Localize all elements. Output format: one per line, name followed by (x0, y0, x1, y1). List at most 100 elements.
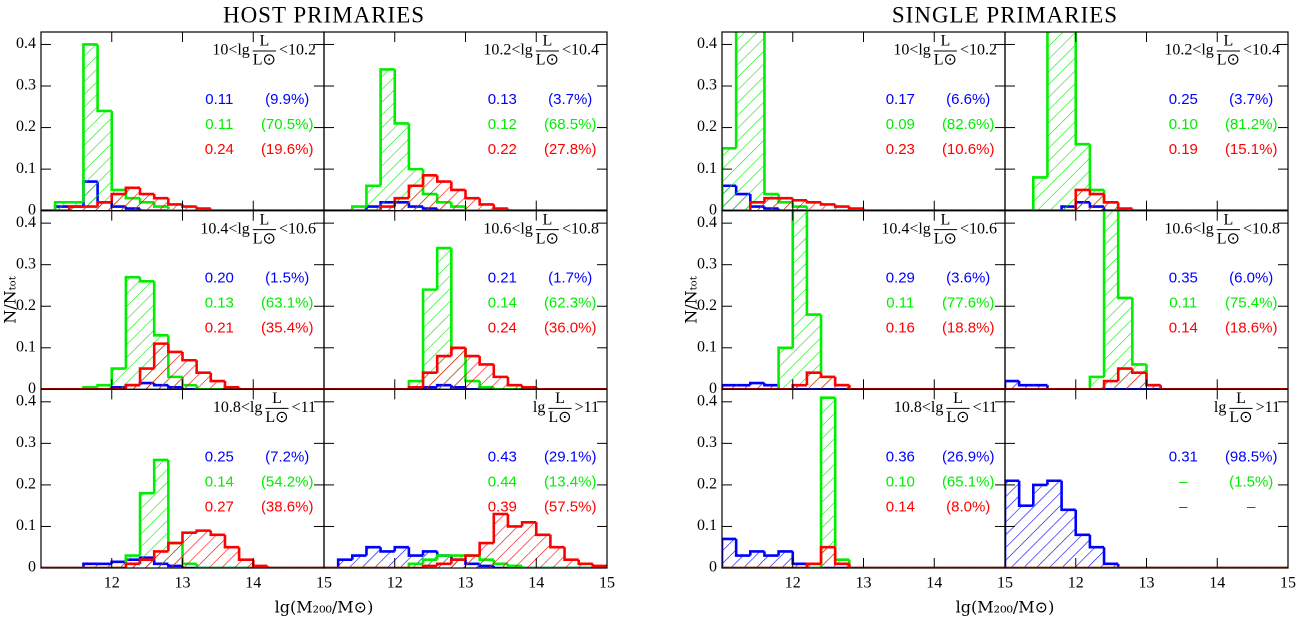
histogram-bar-fill (465, 198, 480, 211)
stat-label: 0.35 (1169, 270, 1198, 287)
x-tick-label: 14 (1209, 575, 1225, 592)
panel-label-den: L⊙ (253, 230, 276, 247)
histogram-bar-outline (791, 551, 807, 566)
histogram-bar-fill (778, 551, 793, 569)
histogram-bar-outline (520, 521, 537, 527)
histogram-bar-fill (55, 202, 70, 211)
histogram-bar-outline (138, 187, 155, 196)
histogram-bar-outline (421, 288, 438, 382)
histogram-bar-outline (819, 396, 836, 569)
histogram-bar-outline (1116, 202, 1133, 210)
fraction-label: (35.4%) (261, 320, 314, 337)
histogram-bar-fill (507, 526, 523, 569)
histogram-bar-outline (819, 372, 836, 379)
histogram-bar-outline (749, 201, 765, 211)
histogram-bar-outline (1074, 509, 1090, 537)
fraction-label: (13.4%) (544, 473, 597, 490)
stat-label: 0.43 (488, 448, 517, 465)
panel-label-num: L (542, 33, 552, 50)
histogram-bar-fill (1033, 484, 1048, 569)
histogram-bar-fill (479, 543, 494, 569)
fraction-label: – (1247, 498, 1256, 515)
histogram-bar-outline (450, 346, 466, 357)
y-tick-label: 0.3 (697, 434, 717, 451)
histogram-bar-fill (1019, 505, 1034, 569)
histogram-bar-fill (1047, 480, 1062, 569)
histogram-bar-fill (352, 206, 367, 211)
histogram-bar-fill (125, 563, 141, 569)
histogram-bar-outline (152, 458, 169, 494)
panel-label-suffix: <10.4 (1243, 42, 1280, 59)
stat-label: 0.14 (886, 498, 915, 515)
stat-label: 0.44 (488, 473, 517, 490)
stat-label: 0.23 (886, 141, 915, 158)
histogram-bar-outline (722, 383, 737, 390)
histogram-bar-fill (493, 376, 508, 390)
histogram-bar-fill (437, 248, 452, 390)
histogram-bar-fill (423, 559, 438, 569)
histogram-bar-outline (534, 522, 551, 537)
stat-label: – (1179, 498, 1188, 515)
fraction-label: (19.6%) (261, 141, 314, 158)
histogram-bar-outline (805, 210, 822, 316)
histogram-bar-outline (1005, 479, 1020, 569)
histogram-bar-outline (1102, 189, 1119, 204)
histogram-bar-fill (366, 185, 381, 211)
fraction-label: (27.8%) (544, 141, 597, 158)
histogram-bar-fill (97, 202, 112, 211)
histogram-bar-fill (750, 551, 765, 569)
histogram-bar-fill (1146, 385, 1161, 390)
histogram-bar-outline (749, 550, 765, 556)
histogram-bar-outline (1102, 379, 1119, 390)
stat-label: 0.27 (205, 498, 234, 515)
histogram-bar-fill (1075, 189, 1090, 211)
histogram-bar-fill (196, 530, 211, 569)
histogram-bar-outline (435, 554, 452, 560)
histogram-bar-outline (152, 281, 169, 337)
histogram-bar-fill (338, 559, 353, 569)
histogram-bar-outline (1088, 144, 1105, 192)
stat-label: 0.14 (1169, 320, 1198, 337)
histogram-bar-outline (223, 381, 240, 389)
fraction-label: (38.6%) (261, 498, 314, 515)
histogram-bar-fill (1061, 32, 1076, 211)
stat-label: 0.25 (205, 448, 234, 465)
stat-label: 0.24 (488, 320, 517, 337)
y-tick-label: 0 (28, 380, 36, 397)
chart-title: SINGLE PRIMARIES (892, 2, 1118, 27)
histogram-bar-outline (124, 562, 141, 569)
histogram-bar-outline (763, 32, 779, 196)
histogram-bar-outline (805, 200, 822, 204)
histogram-bar-outline (421, 558, 438, 564)
panel-label-num: L (542, 211, 552, 228)
histogram-bar-fill (1047, 32, 1062, 211)
histogram-bar-outline (138, 491, 155, 556)
histogram-bar-fill (125, 385, 141, 390)
y-tick-label: 0.1 (697, 517, 717, 534)
histogram-bar-outline (1116, 563, 1133, 569)
x-tick-label: 12 (387, 575, 403, 592)
histogram-bar-outline (1032, 483, 1048, 506)
histogram-bar-fill (224, 547, 240, 569)
histogram-bar-outline (152, 342, 169, 369)
histogram-bar-fill (408, 563, 424, 569)
histogram-bar-fill (778, 347, 793, 390)
histogram-bar-outline (53, 201, 70, 211)
histogram-bar-fill (111, 194, 126, 211)
histogram-bar-fill (125, 187, 141, 211)
histogram-bar-fill (239, 559, 254, 569)
histogram-bar-outline (848, 206, 864, 210)
histogram-bar-outline (237, 387, 254, 390)
panel-label-suffix: <10.2 (279, 42, 316, 59)
stat-label: 0.13 (205, 295, 234, 312)
histogram-bar-fill (154, 459, 169, 569)
histogram-bar-fill (1005, 480, 1020, 569)
fraction-label: (36.0%) (544, 320, 597, 337)
x-tick-label: 13 (1139, 575, 1155, 592)
panel-plot (41, 458, 324, 569)
fraction-label: (75.4%) (1225, 295, 1278, 312)
histogram-bar-fill (437, 356, 452, 390)
stat-label: 0.39 (488, 498, 517, 515)
histogram-bar-fill (1132, 372, 1147, 390)
y-tick-label: 0.2 (697, 297, 717, 314)
